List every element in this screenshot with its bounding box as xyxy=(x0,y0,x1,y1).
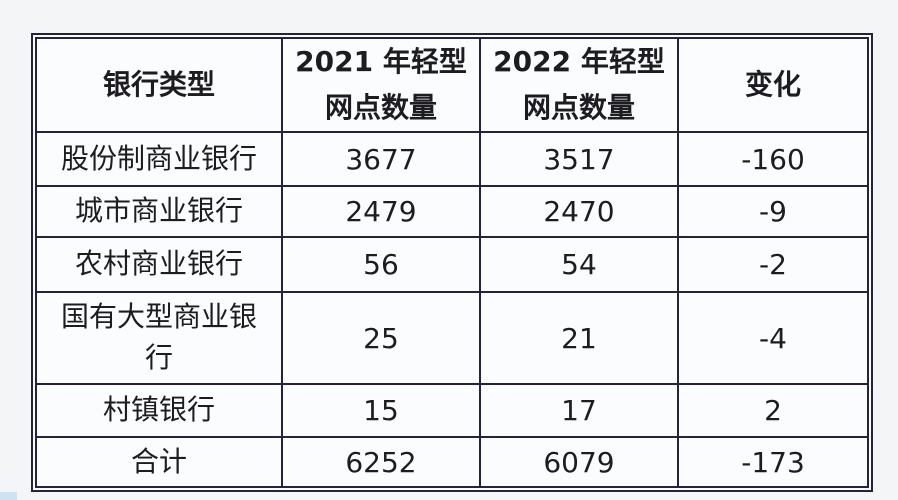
header-2021-line1: 2021 年轻型 xyxy=(295,45,467,78)
cell-2022-value: 54 xyxy=(479,236,679,293)
header-2022-line2: 网点数量 xyxy=(522,91,635,124)
cell-change-value: -160 xyxy=(677,131,869,187)
cell-2022-value: 2470 xyxy=(479,185,679,238)
table-header-row: 银行类型 2021 年轻型 网点数量 2022 年轻型 网点数量 变化 xyxy=(35,37,869,133)
header-2022-line1: 2022 年轻型 xyxy=(493,45,665,78)
header-2022-count: 2022 年轻型 网点数量 xyxy=(479,37,679,133)
cell-2021-value: 56 xyxy=(281,236,481,293)
header-bank-type-label: 银行类型 xyxy=(102,68,215,101)
cell-change-value: -4 xyxy=(677,291,869,385)
bank-branch-table: 银行类型 2021 年轻型 网点数量 2022 年轻型 网点数量 变化 xyxy=(31,33,873,492)
cell-2021-value: 3677 xyxy=(281,131,481,187)
cell-change-value: -9 xyxy=(677,185,869,238)
cell-bank-type: 城市商业银行 xyxy=(35,185,283,238)
cell-bank-type: 村镇银行 xyxy=(35,383,283,438)
header-change: 变化 xyxy=(677,37,869,133)
cell-change-value: 2 xyxy=(677,383,869,438)
cell-change-value: -2 xyxy=(677,236,869,293)
bank-type-text: 国有大型商业银行 xyxy=(60,300,257,374)
bank-type-text: 城市商业银行 xyxy=(74,194,243,228)
table-row-total: 合计 6252 6079 -173 xyxy=(35,436,869,488)
cell-bank-type: 农村商业银行 xyxy=(35,236,283,293)
bank-type-text: 合计 xyxy=(130,444,187,478)
data-table: 银行类型 2021 年轻型 网点数量 2022 年轻型 网点数量 变化 xyxy=(35,37,869,488)
cell-2021-value: 25 xyxy=(281,291,481,385)
cell-change-value: -173 xyxy=(677,436,869,488)
bank-type-text: 股份制商业银行 xyxy=(60,141,257,175)
bottom-left-artifact xyxy=(0,492,17,500)
header-bank-type: 银行类型 xyxy=(35,37,283,133)
cell-2021-value: 15 xyxy=(281,383,481,438)
cell-2022-value: 3517 xyxy=(479,131,679,187)
cell-2022-value: 6079 xyxy=(479,436,679,488)
bank-type-text: 村镇银行 xyxy=(102,393,215,427)
header-2021-line2: 网点数量 xyxy=(324,91,437,124)
table-row: 村镇银行 15 17 2 xyxy=(35,383,869,438)
table-row: 国有大型商业银行 25 21 -4 xyxy=(35,291,869,385)
table-row: 城市商业银行 2479 2470 -9 xyxy=(35,185,869,238)
header-2021-count: 2021 年轻型 网点数量 xyxy=(281,37,481,133)
cell-2021-value: 2479 xyxy=(281,185,481,238)
cell-bank-type: 国有大型商业银行 xyxy=(35,291,283,385)
header-change-label: 变化 xyxy=(744,68,801,101)
cell-2021-value: 6252 xyxy=(281,436,481,488)
table-body: 股份制商业银行 3677 3517 -160 城市商业银行 2479 2470 … xyxy=(35,131,869,488)
cell-2022-value: 21 xyxy=(479,291,679,385)
bank-type-text: 农村商业银行 xyxy=(74,247,243,281)
table-row: 农村商业银行 56 54 -2 xyxy=(35,236,869,293)
cell-bank-type: 合计 xyxy=(35,436,283,488)
cell-2022-value: 17 xyxy=(479,383,679,438)
table-row: 股份制商业银行 3677 3517 -160 xyxy=(35,131,869,187)
cell-bank-type: 股份制商业银行 xyxy=(35,131,283,187)
